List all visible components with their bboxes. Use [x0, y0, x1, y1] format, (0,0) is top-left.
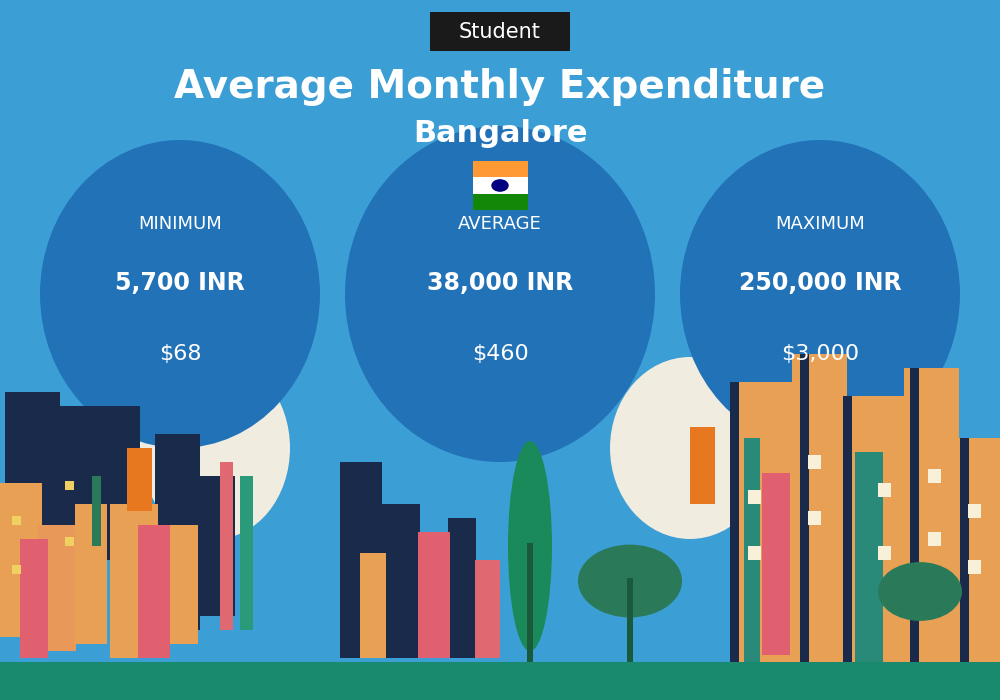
Text: Average Monthly Expenditure: Average Monthly Expenditure [174, 69, 826, 106]
Bar [627, 578, 633, 662]
Bar [800, 354, 809, 662]
Bar [0, 483, 42, 637]
Bar [20, 539, 48, 658]
Bar [382, 504, 420, 658]
Ellipse shape [40, 140, 320, 448]
Circle shape [578, 545, 682, 617]
Bar [75, 504, 107, 644]
Bar [473, 161, 528, 177]
Bar [710, 427, 715, 504]
Bar [878, 483, 891, 497]
Bar [690, 427, 695, 504]
Text: 250,000 INR: 250,000 INR [739, 272, 901, 295]
Bar [792, 354, 847, 662]
Bar [65, 537, 74, 546]
Text: $3,000: $3,000 [781, 344, 859, 363]
Ellipse shape [610, 357, 770, 539]
Bar [12, 516, 21, 525]
Circle shape [492, 180, 508, 191]
Bar [960, 438, 969, 662]
Ellipse shape [345, 126, 655, 462]
FancyBboxPatch shape [430, 12, 570, 51]
Bar [195, 476, 235, 616]
Bar [448, 518, 476, 658]
Text: MAXIMUM: MAXIMUM [775, 215, 865, 233]
Bar [65, 481, 74, 490]
Bar [147, 448, 152, 511]
Text: 5,700 INR: 5,700 INR [115, 272, 245, 295]
Bar [132, 448, 137, 511]
Bar [138, 525, 170, 658]
Bar [968, 504, 981, 518]
Bar [127, 448, 132, 511]
Bar [473, 177, 528, 194]
Bar [155, 434, 200, 630]
Bar [730, 382, 739, 662]
Text: $460: $460 [472, 344, 528, 363]
Bar [5, 392, 60, 616]
Bar [762, 473, 790, 654]
Text: Student: Student [459, 22, 541, 41]
Circle shape [878, 562, 962, 621]
Bar [92, 476, 101, 546]
Bar [700, 427, 705, 504]
Bar [955, 438, 1000, 662]
Bar [855, 452, 883, 662]
Bar [418, 532, 450, 658]
Bar [928, 469, 941, 483]
Text: MINIMUM: MINIMUM [138, 215, 222, 233]
Bar [910, 368, 919, 662]
Bar [110, 504, 158, 658]
Bar [100, 406, 140, 560]
Bar [705, 427, 710, 504]
Bar [878, 546, 891, 560]
Bar [744, 438, 760, 662]
Bar [170, 525, 198, 644]
Bar [137, 448, 142, 511]
Bar [695, 427, 700, 504]
Ellipse shape [508, 441, 552, 651]
Text: $68: $68 [159, 344, 201, 363]
Bar [748, 546, 761, 560]
Bar [340, 462, 382, 658]
Bar [843, 395, 852, 662]
Bar [475, 560, 500, 658]
Bar [360, 553, 386, 658]
Bar [730, 382, 795, 662]
Bar [968, 560, 981, 574]
Bar [60, 406, 105, 588]
Bar [843, 395, 908, 662]
Text: Bangalore: Bangalore [413, 118, 587, 148]
Bar [904, 368, 959, 662]
Bar [808, 511, 821, 525]
Bar [748, 490, 761, 504]
Bar [473, 194, 528, 210]
Bar [928, 532, 941, 546]
Bar [142, 448, 147, 511]
Bar [220, 462, 233, 630]
Bar [808, 455, 821, 469]
Text: AVERAGE: AVERAGE [458, 215, 542, 233]
Ellipse shape [650, 357, 800, 511]
Bar [0, 662, 1000, 700]
Bar [240, 476, 253, 630]
Bar [527, 542, 533, 662]
Ellipse shape [680, 140, 960, 448]
Ellipse shape [140, 357, 290, 539]
Text: 38,000 INR: 38,000 INR [427, 272, 573, 295]
Bar [12, 565, 21, 574]
Bar [38, 525, 76, 651]
Ellipse shape [120, 357, 250, 497]
